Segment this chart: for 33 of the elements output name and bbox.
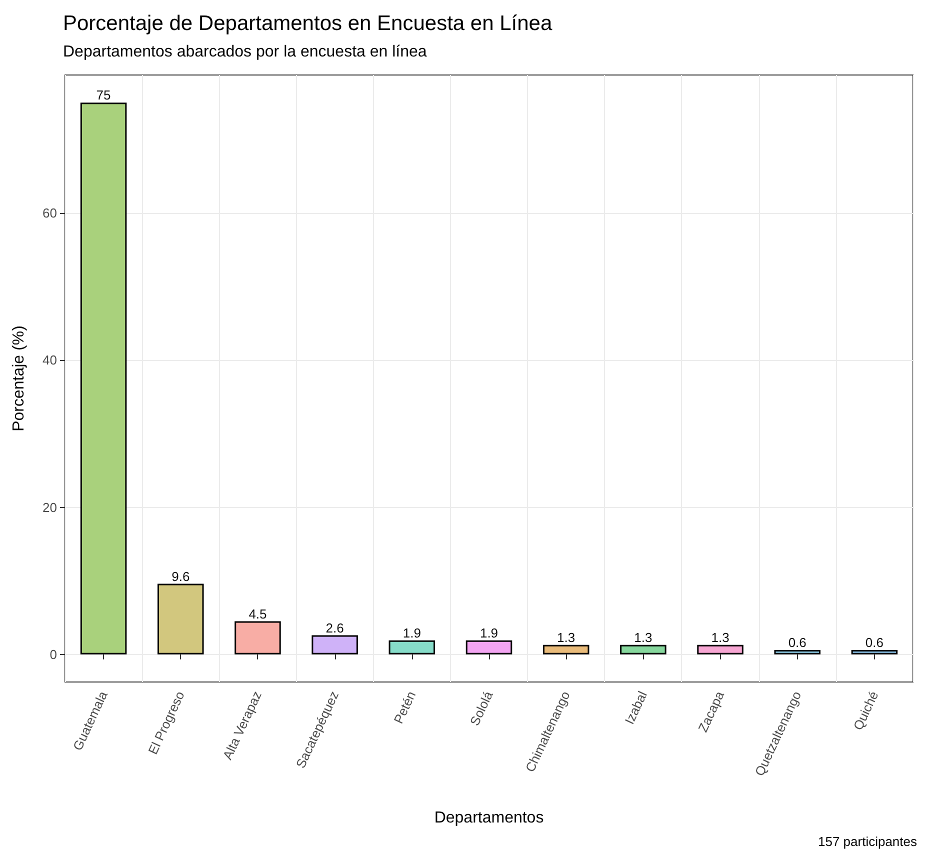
bar — [158, 584, 204, 654]
data-label: 9.6 — [172, 568, 190, 584]
data-label: 1.3 — [711, 630, 730, 645]
bar — [697, 644, 744, 654]
data-label: 1.9 — [402, 625, 421, 640]
x-tick-label: Izabal — [622, 688, 650, 727]
data-label: 2.6 — [326, 620, 344, 636]
data-label: 0.6 — [865, 634, 884, 650]
bar — [312, 635, 358, 654]
chart-subtitle: Departamentos abarcados por la encuesta en línea — [63, 44, 427, 60]
bar — [774, 650, 820, 654]
y-tick-label: 60 — [42, 205, 57, 220]
data-label: 75 — [96, 88, 111, 103]
bar — [388, 640, 436, 654]
chart-title: Porcentaje de Departamentos en Encuesta en Línea — [63, 12, 552, 35]
data-label: 4.5 — [248, 606, 267, 622]
x-tick-label: Petén — [390, 688, 419, 726]
bar — [234, 621, 281, 654]
data-label: 0.6 — [788, 634, 806, 650]
y-tick-label: 20 — [42, 500, 57, 515]
x-axis-title: Departamentos — [434, 810, 544, 826]
bar — [80, 102, 127, 654]
y-tick-label: 40 — [42, 352, 57, 368]
bar — [851, 650, 898, 654]
data-label: 1.3 — [634, 630, 652, 645]
data-label: 1.9 — [480, 625, 498, 640]
y-axis-title: Porcentaje (%) — [10, 326, 28, 432]
bar — [542, 644, 590, 654]
bar — [620, 644, 666, 654]
bar — [466, 640, 512, 654]
data-label: 1.3 — [557, 630, 576, 645]
text: 157 participantes — [818, 834, 918, 849]
y-tick-label: 0 — [50, 646, 57, 662]
